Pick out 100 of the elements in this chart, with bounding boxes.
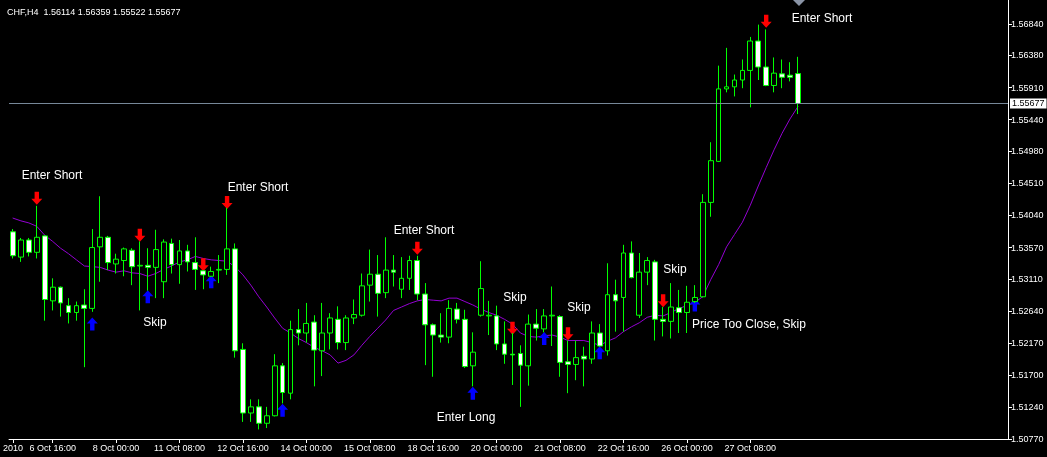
candlestick [755,24,761,81]
candlestick [692,284,698,304]
candlestick [787,61,793,82]
candlestick [422,282,428,366]
point [142,290,154,304]
candlestick [26,237,32,257]
candlestick [359,273,365,318]
annotation: Enter Short [791,11,854,25]
candlestick [700,193,706,298]
y-tick-label: 1.52640 [1011,306,1044,317]
x-tick-label: 15 Oct 08:00 [344,442,396,453]
candlestick [351,299,357,325]
candlestick [454,302,460,324]
candlestick [50,277,56,311]
candlestick [66,297,71,324]
candlestick [470,331,476,387]
candlestick [494,305,499,351]
y-tick-label: 1.53570 [1011,242,1044,253]
candlestick [192,236,198,291]
candlestick [430,322,436,378]
candlestick [113,253,119,275]
x-tick-label: 2010 [2,442,24,453]
candlestick [486,300,492,336]
candlestick [375,254,381,318]
y-tick-label: 1.50770 [1011,434,1044,444]
candlestick [795,56,801,115]
candlestick [510,332,515,386]
candlestick [518,344,523,408]
candlestick [668,282,674,339]
x-tick-label: 21 Oct 08:00 [534,442,586,453]
candlestick [557,314,563,378]
y-tick-label: 1.54510 [1011,178,1044,189]
text: CHF,H4 1.56114 1.56359 1.55522 1.55677 [7,6,181,17]
candlestick [161,238,167,299]
candlestick [652,259,658,342]
candlestick [256,398,262,430]
candlestick [105,235,111,271]
candlestick [525,314,531,387]
candlestick [747,36,753,108]
candlestick [716,65,721,163]
candlestick [74,301,79,322]
annotation: Enter Long [436,410,496,424]
y-tick-label: 1.54980 [1011,146,1044,157]
y-tick-label: 1.51700 [1011,370,1044,381]
candlestick [296,308,301,346]
candlestick [335,305,341,350]
y-tick-label: 1.53110 [1011,273,1043,284]
candlestick [264,406,270,429]
candlestick [10,228,16,259]
annotation: Enter Short [227,180,290,194]
x-tick-label: 6 Oct 16:00 [29,442,76,453]
annotation: Skip [567,300,591,314]
candlestick [216,254,222,284]
candlestick [208,266,214,278]
point [506,321,518,335]
candlestick [200,269,206,290]
candlestick [272,353,278,417]
candlestick [502,320,507,365]
candlestick [34,205,40,259]
candlestick [573,340,579,381]
candlestick [383,236,389,299]
candlestick [367,249,373,303]
annotation: Skip [143,315,167,329]
candlestick [613,279,618,333]
point [411,241,423,255]
candlestick [224,207,230,276]
x-tick-label: 14 Oct 00:00 [280,442,333,453]
candlestick [343,314,349,351]
candlestick [18,237,24,263]
candlestick [676,289,682,334]
x-tick-label: 26 Oct 00:00 [661,442,713,453]
candlestick [581,346,587,387]
candlestick [185,244,190,272]
y-tick-label: 1.56380 [1011,50,1044,61]
point [221,195,233,209]
candlestick [708,141,714,218]
candlestick [771,56,777,93]
x-tick-label: 20 Oct 00:00 [470,442,523,453]
candlestick [137,240,143,311]
candlestick [280,362,285,404]
point [562,327,574,341]
annotation: Skip [663,262,687,276]
candlestick [327,312,333,350]
candlestick [597,323,603,348]
candlestick [589,320,595,365]
x-tick-label: 12 Oct 16:00 [217,442,269,453]
x-tick-label: 18 Oct 16:00 [407,442,459,453]
candlestick [629,240,634,279]
y-tick-label: 1.56840 [1011,18,1044,29]
annotation: Price Too Close, Skip [692,317,807,331]
candlestick [740,58,745,89]
annotation: Enter Short [393,223,456,237]
y-tick-label: 1.52170 [1011,338,1044,349]
candlestick [153,229,159,299]
candlestick [763,28,769,87]
y-tick-label: 1.51240 [1011,401,1044,412]
point [86,317,98,331]
point [538,331,550,345]
candlestick [288,320,293,400]
candlestick [636,252,642,319]
